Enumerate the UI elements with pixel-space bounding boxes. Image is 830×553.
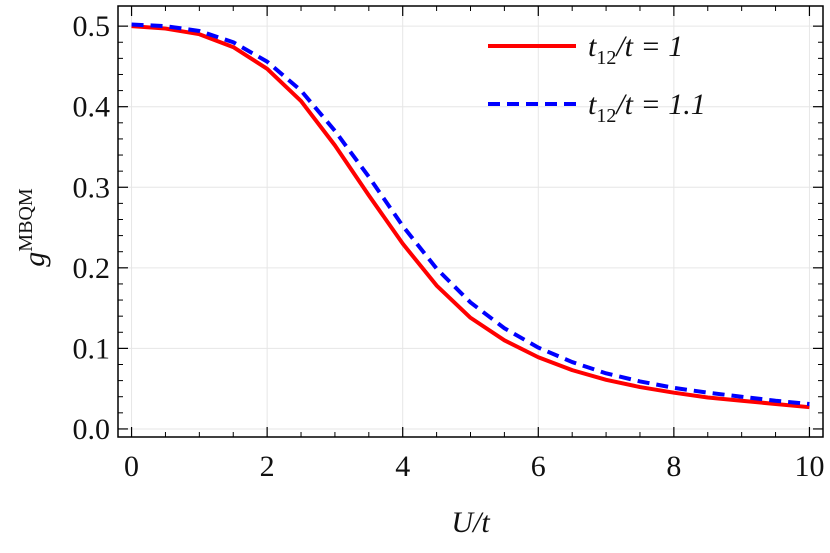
y-tick-label: 0.0	[73, 413, 111, 446]
y-tick-label: 0.2	[73, 252, 111, 285]
x-axis-label: U/t	[451, 506, 490, 539]
y-tick-label: 0.3	[73, 171, 111, 204]
x-tick-label: 4	[395, 450, 410, 483]
series-line-2	[131, 22, 810, 406]
y-tick-label: 0.4	[73, 91, 111, 124]
ticks: 0 2 4 6 8 10 0.0 0.1 0.2 0.3 0.4 0.5	[73, 6, 824, 483]
y-tick-label: 0.5	[73, 10, 111, 43]
x-tick-label: 6	[531, 450, 546, 483]
legend: t12/t = 1 t12/t = 1.1	[488, 30, 706, 127]
x-tick-label: 2	[260, 450, 275, 483]
plot-frame	[117, 5, 824, 438]
x-tick-label: 0	[124, 450, 139, 483]
y-axis-label: gMBQM	[15, 188, 51, 267]
legend-label-1: t12/t = 1	[588, 30, 683, 69]
x-tick-label: 8	[666, 450, 681, 483]
legend-label-2: t12/t = 1.1	[588, 88, 706, 127]
x-tick-label: 10	[794, 450, 824, 483]
axis-labels: U/t gMBQM	[15, 188, 490, 539]
y-tick-label: 0.1	[73, 332, 111, 365]
series-layer	[131, 22, 810, 410]
series-line-1	[131, 24, 810, 410]
grid	[118, 6, 823, 437]
